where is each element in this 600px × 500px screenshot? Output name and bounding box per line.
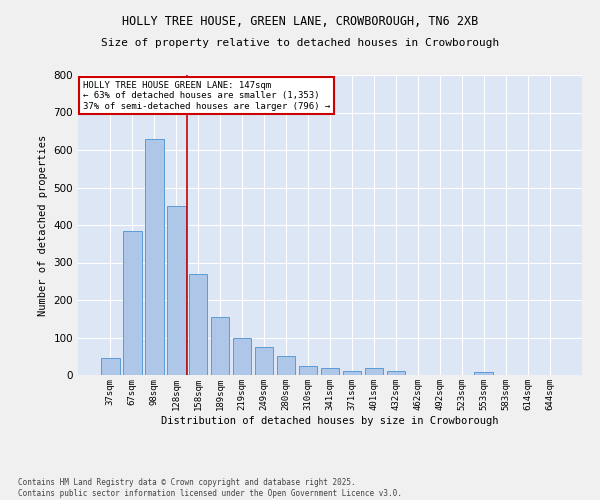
Bar bbox=[320, 368, 340, 375]
Bar bbox=[101, 358, 119, 375]
Bar bbox=[299, 366, 317, 375]
Bar bbox=[277, 356, 295, 375]
Bar bbox=[211, 317, 229, 375]
Bar bbox=[365, 368, 383, 375]
Text: HOLLY TREE HOUSE GREEN LANE: 147sqm
← 63% of detached houses are smaller (1,353): HOLLY TREE HOUSE GREEN LANE: 147sqm ← 63… bbox=[83, 81, 330, 111]
Text: Contains HM Land Registry data © Crown copyright and database right 2025.
Contai: Contains HM Land Registry data © Crown c… bbox=[18, 478, 402, 498]
Y-axis label: Number of detached properties: Number of detached properties bbox=[38, 134, 48, 316]
Bar bbox=[386, 371, 405, 375]
Bar bbox=[123, 230, 142, 375]
Bar bbox=[189, 274, 208, 375]
Bar bbox=[475, 372, 493, 375]
Bar bbox=[167, 206, 185, 375]
Bar bbox=[233, 338, 251, 375]
Bar bbox=[255, 347, 274, 375]
Bar bbox=[145, 138, 164, 375]
X-axis label: Distribution of detached houses by size in Crowborough: Distribution of detached houses by size … bbox=[161, 416, 499, 426]
Bar bbox=[343, 371, 361, 375]
Text: HOLLY TREE HOUSE, GREEN LANE, CROWBOROUGH, TN6 2XB: HOLLY TREE HOUSE, GREEN LANE, CROWBOROUG… bbox=[122, 15, 478, 28]
Text: Size of property relative to detached houses in Crowborough: Size of property relative to detached ho… bbox=[101, 38, 499, 48]
